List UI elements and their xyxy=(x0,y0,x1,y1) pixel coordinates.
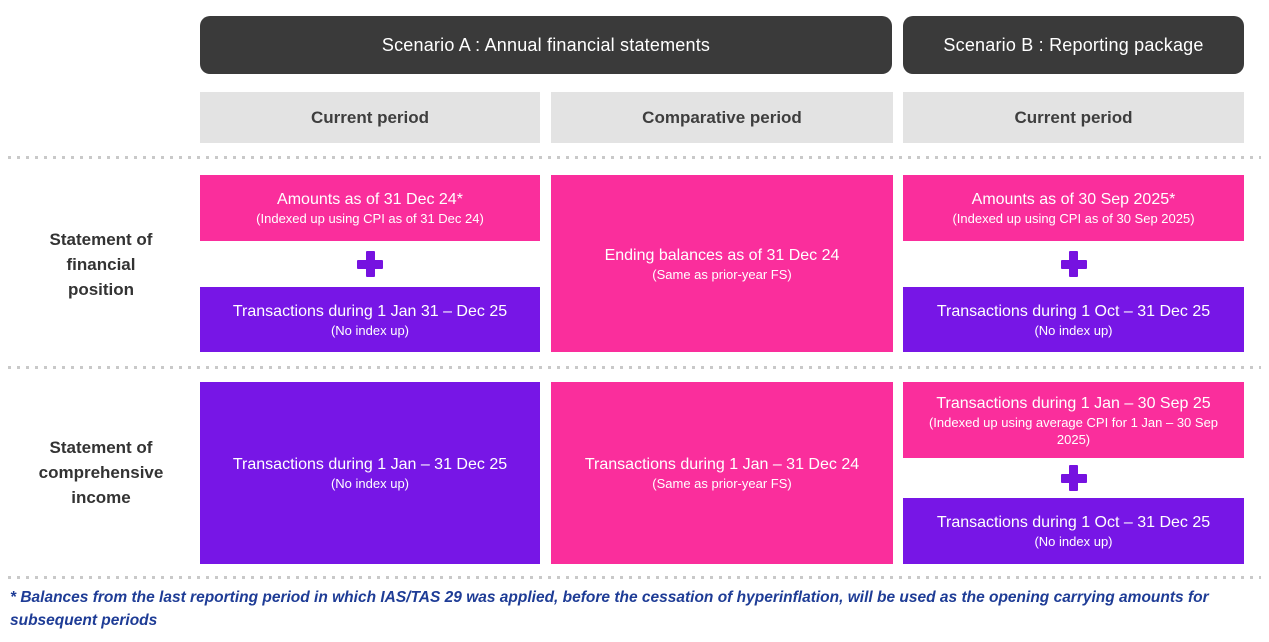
box-title: Amounts as of 30 Sep 2025* xyxy=(971,191,1176,208)
row-label-line: financial xyxy=(66,254,136,274)
box-transactions-jan-dec25-no-index: Transactions during 1 Jan 31 – Dec 25 (N… xyxy=(200,287,540,352)
row-label-line: comprehensive xyxy=(38,462,164,482)
box-subtitle: (No index up) xyxy=(330,476,410,491)
scenario-b-header: Scenario B : Reporting package xyxy=(903,16,1244,74)
row-label-line: Statement of xyxy=(49,229,153,249)
row-label-line: income xyxy=(71,487,131,507)
plus-row1-scenario-a xyxy=(200,241,540,287)
box-subtitle: (Indexed up using CPI as of 31 Dec 24) xyxy=(256,211,484,226)
box-subtitle: (Same as prior-year FS) xyxy=(652,476,792,491)
box-subtitle: (No index up) xyxy=(1034,534,1113,549)
plus-row2-scenario-b xyxy=(903,458,1244,498)
plus-icon xyxy=(1059,463,1089,493)
box-ending-balances-31dec24: Ending balances as of 31 Dec 24 (Same as… xyxy=(551,175,893,352)
box-title: Transactions during 1 Oct – 31 Dec 25 xyxy=(936,302,1211,320)
box-subtitle: (Same as prior-year FS) xyxy=(652,266,792,282)
scenario-a-header: Scenario A : Annual financial statements xyxy=(200,16,892,74)
box-title: Amounts as of 31 Dec 24* xyxy=(277,191,463,208)
box-transactions-jan-dec25-full: Transactions during 1 Jan – 31 Dec 25 (N… xyxy=(200,382,540,564)
box-transactions-jan-sep25-indexed: Transactions during 1 Jan – 30 Sep 25 (I… xyxy=(903,382,1244,458)
box-transactions-oct-dec25-no-index-row2: Transactions during 1 Oct – 31 Dec 25 (N… xyxy=(903,498,1244,564)
column-header-current-period-b: Current period xyxy=(903,92,1244,143)
column-header-comparative-period: Comparative period xyxy=(551,92,893,143)
box-indexed-amounts-30sep2025: Amounts as of 30 Sep 2025* (Indexed up u… xyxy=(903,175,1244,241)
dotted-separator-bottom xyxy=(8,576,1261,579)
row-label-line: position xyxy=(67,279,135,299)
scenario-b-title: Scenario B : Reporting package xyxy=(943,34,1204,55)
box-indexed-amounts-31dec24: Amounts as of 31 Dec 24* (Indexed up usi… xyxy=(200,175,540,241)
column-header-label: Comparative period xyxy=(642,107,802,127)
box-title: Transactions during 1 Jan – 31 Dec 24 xyxy=(584,456,860,473)
plus-icon xyxy=(355,249,385,279)
box-title: Transactions during 1 Jan – 30 Sep 25 xyxy=(936,394,1211,412)
scenario-a-title: Scenario A : Annual financial statements xyxy=(381,34,711,55)
box-subtitle: (No index up) xyxy=(330,322,410,338)
footnote: * Balances from the last reporting perio… xyxy=(10,589,1209,629)
row-label-line: Statement of xyxy=(49,437,153,457)
row-label-statement-of-financial-position: Statement of financial position xyxy=(12,178,190,350)
plus-icon xyxy=(1059,249,1089,279)
box-subtitle: (Indexed up using average CPI for 1 Jan … xyxy=(928,414,1219,447)
box-title: Ending balances as of 31 Dec 24 xyxy=(604,246,840,264)
box-title: Transactions during 1 Jan 31 – Dec 25 xyxy=(232,302,508,320)
dotted-separator-middle xyxy=(8,366,1261,369)
row-label-statement-of-comprehensive-income: Statement of comprehensive income xyxy=(12,382,190,562)
plus-row1-scenario-b xyxy=(903,241,1244,287)
column-header-label: Current period xyxy=(310,107,430,127)
box-subtitle: (Indexed up using CPI as of 30 Sep 2025) xyxy=(952,211,1195,226)
box-transactions-oct-dec25-no-index-row1: Transactions during 1 Oct – 31 Dec 25 (N… xyxy=(903,287,1244,352)
box-transactions-jan-dec24-prior-year: Transactions during 1 Jan – 31 Dec 24 (S… xyxy=(551,382,893,564)
box-subtitle: (No index up) xyxy=(1034,322,1113,338)
column-header-current-period-a: Current period xyxy=(200,92,540,143)
box-title: Transactions during 1 Oct – 31 Dec 25 xyxy=(936,514,1211,531)
box-title: Transactions during 1 Jan – 31 Dec 25 xyxy=(232,456,508,473)
column-header-label: Current period xyxy=(1014,107,1133,127)
dotted-separator-top xyxy=(8,156,1261,159)
